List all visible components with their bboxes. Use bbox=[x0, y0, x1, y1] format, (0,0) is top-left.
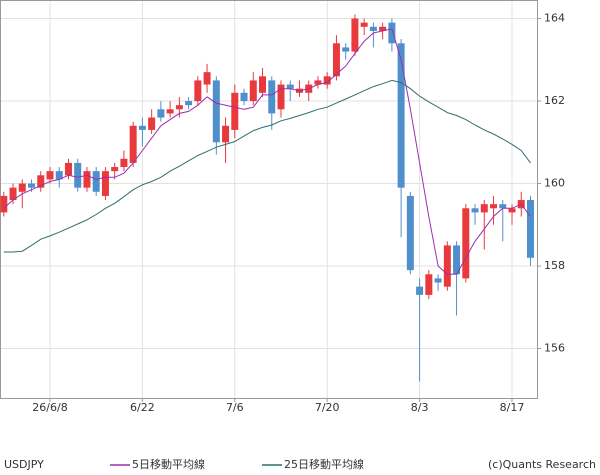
candle-body bbox=[332, 43, 340, 77]
candle-body bbox=[259, 76, 267, 93]
plot-frame bbox=[0, 0, 538, 399]
legend-label: 25日移動平均線 bbox=[284, 457, 364, 471]
candle-body bbox=[157, 109, 165, 118]
x-tick-label: 7/6 bbox=[226, 401, 244, 414]
credit: (c)Quants Research bbox=[488, 458, 596, 471]
y-tick-label: 162 bbox=[544, 94, 565, 107]
candle-body bbox=[379, 26, 387, 31]
candle-body bbox=[314, 80, 322, 85]
candle-body bbox=[388, 22, 396, 44]
candle-body bbox=[55, 171, 63, 180]
candle-body bbox=[92, 171, 100, 192]
candle-body bbox=[231, 92, 239, 130]
candle-body bbox=[37, 175, 45, 188]
candle-body bbox=[286, 84, 294, 89]
candles bbox=[0, 14, 534, 382]
candle-body bbox=[9, 187, 17, 201]
candle-body bbox=[46, 171, 54, 180]
candle-body bbox=[406, 195, 414, 271]
candle-body bbox=[323, 76, 331, 85]
candle-body bbox=[277, 84, 285, 110]
candle-body bbox=[166, 109, 174, 114]
candle-body bbox=[499, 204, 507, 209]
chart-title: USDJPY bbox=[4, 458, 44, 471]
candle-body bbox=[28, 183, 36, 188]
candle-body bbox=[508, 208, 516, 213]
x-tick-label: 7/20 bbox=[315, 401, 340, 414]
candle-body bbox=[0, 195, 8, 213]
moving-average-line bbox=[3, 28, 531, 275]
y-tick-label: 164 bbox=[544, 12, 565, 25]
candle-body bbox=[471, 208, 479, 213]
candle-body bbox=[64, 162, 72, 176]
candle-body bbox=[425, 274, 433, 295]
candle-body bbox=[434, 278, 442, 283]
y-tick-label: 158 bbox=[544, 259, 565, 272]
candle-body bbox=[351, 18, 359, 52]
candle-body bbox=[120, 158, 128, 168]
x-tick-label: 26/6/8 bbox=[32, 401, 67, 414]
candle-body bbox=[175, 105, 183, 110]
candle-body bbox=[74, 162, 82, 188]
candle-body bbox=[194, 80, 202, 102]
candle-body bbox=[148, 117, 156, 130]
candle-body bbox=[185, 101, 193, 106]
candle-body bbox=[101, 171, 109, 196]
candle-body bbox=[212, 80, 220, 143]
x-tick-label: 8/17 bbox=[500, 401, 525, 414]
candle-body bbox=[203, 72, 211, 85]
y-tick-label: 160 bbox=[544, 177, 565, 190]
candle-body bbox=[83, 171, 91, 188]
candle-body bbox=[249, 80, 257, 102]
moving-average-line bbox=[3, 79, 531, 253]
candle-body bbox=[490, 204, 498, 209]
legend-label: 5日移動平均線 bbox=[132, 457, 205, 471]
candle-body bbox=[453, 245, 461, 275]
candle-body bbox=[443, 245, 451, 287]
candle-body bbox=[397, 43, 405, 188]
x-tick-label: 6/22 bbox=[130, 401, 155, 414]
candle-body bbox=[222, 125, 230, 143]
candle-body bbox=[18, 183, 26, 192]
candle-body bbox=[129, 125, 137, 163]
candle-body bbox=[138, 125, 146, 130]
candle-body bbox=[462, 208, 470, 279]
candle-body bbox=[369, 26, 377, 31]
candle-body bbox=[111, 167, 119, 172]
candle-body bbox=[268, 80, 276, 114]
candle-body bbox=[416, 286, 424, 295]
candle-body bbox=[342, 47, 350, 52]
candle-body bbox=[240, 92, 248, 102]
candle-body bbox=[480, 204, 488, 213]
candle-body bbox=[360, 22, 368, 27]
x-tick-label: 8/3 bbox=[411, 401, 429, 414]
candle-body bbox=[526, 200, 534, 258]
y-tick-label: 156 bbox=[544, 342, 565, 355]
